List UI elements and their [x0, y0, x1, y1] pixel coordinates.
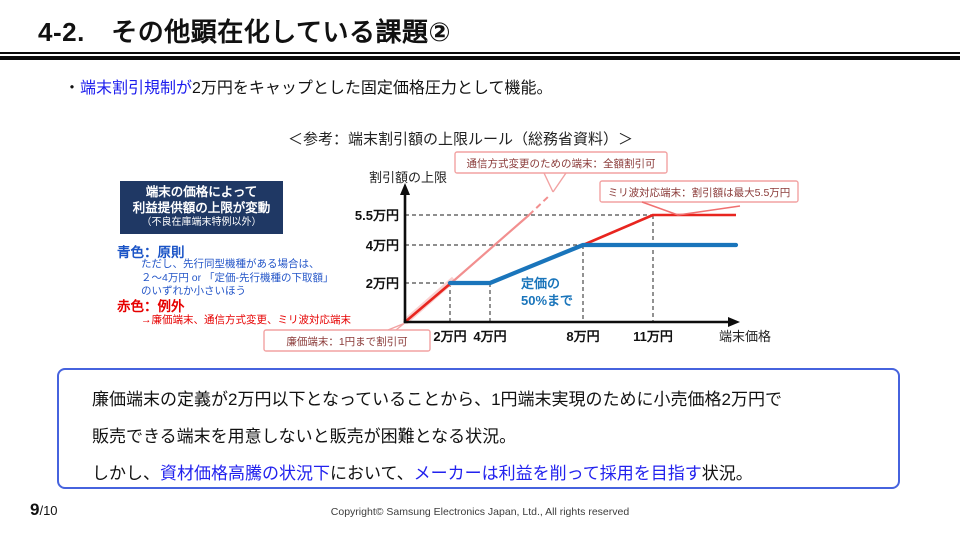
- y-axis-label: 割引額の上限: [369, 170, 447, 185]
- lead-bullet: ・端末割引規制が2万円をキャップとした固定価格圧力として機能。: [64, 74, 552, 98]
- cheap-callout-text: 廉価端末：1円まで割引可: [286, 335, 407, 348]
- principle-label-line2: 50%まで: [521, 293, 573, 308]
- legend-blue-note3: のいずれか小さいほう: [141, 285, 246, 297]
- comm-callout-text: 通信方式変更のための端末：全額割引可: [467, 157, 656, 170]
- summary-box: 廉価端末の定義が2万円以下となっていることから、1円端末実現のために小売価格2万…: [57, 368, 900, 489]
- summary-line3-highlight1: 資材価格高騰の状況下: [160, 464, 330, 483]
- bullet-rest: 2万円をキャップとした固定価格圧力として機能。: [192, 80, 553, 97]
- figure-caption: ＜参考：端末割引額の上限ルール（総務省資料）＞: [288, 131, 634, 148]
- cheap-callout: 廉価端末：1円まで割引可: [263, 322, 431, 352]
- x-tick-8: 8万円: [566, 329, 599, 344]
- legend-blue-note2: ２～4万円 or 「定価-先行機種の下取額」: [141, 271, 334, 284]
- gridlines: [405, 214, 654, 322]
- principle-line: [447, 242, 739, 286]
- info-box-line1: 端末の価格によって: [145, 185, 258, 199]
- summary-line1: 廉価端末の定義が2万円以下となっていることから、1円端末実現のために小売価格2万…: [92, 390, 783, 409]
- y-axis-arrow: [400, 183, 410, 195]
- legend-blue-note1: ただし、先行同型機種がある場合は、: [141, 258, 320, 270]
- full-discount-line-dashed: [528, 194, 551, 216]
- axes: [403, 192, 730, 324]
- copyright-text: Copyright© Samsung Electronics Japan, Lt…: [330, 506, 630, 518]
- info-box: 端末の価格によって 利益提供額の上限が変動 （不良在庫端末特例以外）: [120, 181, 283, 234]
- legend-blue-heading: 青色：原則: [117, 245, 185, 260]
- x-tick-4: 4万円: [473, 329, 506, 344]
- title-divider: [0, 52, 960, 60]
- mmwave-line: [582, 213, 736, 247]
- x-tick-2: 2万円: [433, 329, 466, 344]
- discount-cap-chart: 割引額の上限 5.5万円 4万円 2万円 2万円 4万円 8万円 11万円 端末…: [263, 151, 799, 352]
- x-axis-label: 端末価格: [719, 329, 771, 344]
- mmwave-callout: ミリ波対応端末：割引額は最大5.5万円: [599, 180, 799, 216]
- y-tick-4: 4万円: [366, 238, 399, 253]
- page-number-total: /10: [39, 503, 58, 518]
- page-number: 9/10: [30, 500, 58, 520]
- principle-label-line1: 定価の: [520, 276, 560, 291]
- summary-line3: しかし、資材価格高騰の状況下において、メーカーは利益を削って採用を目指す状況。: [92, 455, 880, 492]
- legend-red-heading: 赤色：例外: [117, 299, 185, 314]
- info-box-line3: （不良在庫端末特例以外）: [141, 217, 262, 228]
- y-tick-5-5: 5.5万円: [355, 208, 399, 223]
- x-axis-arrow: [728, 317, 740, 327]
- summary-line3-highlight2: メーカーは利益を削って採用を目指す: [413, 464, 702, 483]
- y-tick-2: 2万円: [366, 276, 399, 291]
- page-number-current: 9: [30, 500, 40, 519]
- bullet-marker: ・: [64, 80, 81, 97]
- comm-callout: 通信方式変更のための端末：全額割引可: [454, 151, 668, 193]
- summary-line3-mid: において、: [330, 464, 414, 483]
- info-box-line2: 利益提供額の上限が変動: [132, 200, 271, 215]
- bullet-highlight: 端末割引規制が: [80, 80, 193, 97]
- x-tick-11: 11万円: [633, 329, 673, 344]
- full-discount-line: [449, 214, 530, 285]
- summary-line3-pre: しかし、: [92, 464, 160, 483]
- summary-line3-post: 状況。: [701, 464, 753, 483]
- mmwave-callout-text: ミリ波対応端末：割引額は最大5.5万円: [608, 186, 791, 199]
- summary-line2: 販売できる端末を用意しないと販売が困難となる状況。: [92, 427, 517, 446]
- page-title: 4-2. その他顕在化している課題②: [38, 17, 452, 47]
- legend-blue-notes: ただし、先行同型機種がある場合は、 ２～4万円 or 「定価-先行機種の下取額」…: [141, 258, 334, 299]
- legend-red-note: →廉価端末、通信方式変更、ミリ波対応端末: [141, 314, 351, 326]
- exception-line-origin: [404, 282, 452, 323]
